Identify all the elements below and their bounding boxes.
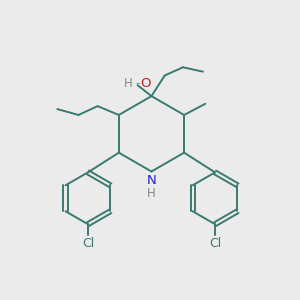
Text: O: O xyxy=(140,77,151,90)
Text: H: H xyxy=(147,187,156,200)
Text: N: N xyxy=(147,174,156,187)
Text: Cl: Cl xyxy=(209,237,221,250)
Text: Cl: Cl xyxy=(82,237,94,250)
Text: -: - xyxy=(135,77,140,90)
Text: H: H xyxy=(124,77,132,90)
